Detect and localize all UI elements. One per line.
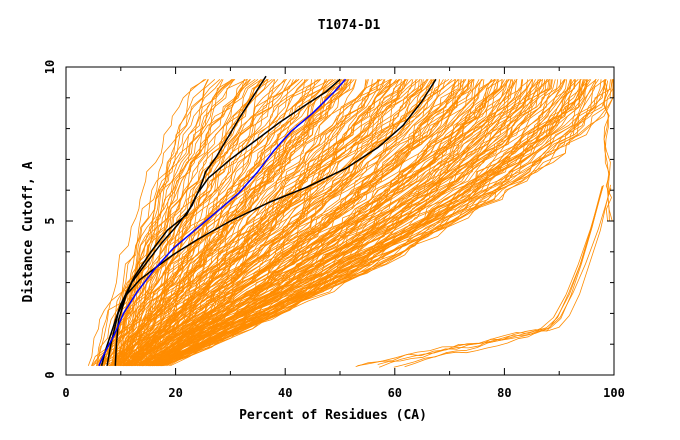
highlight-curve-black: [100, 78, 341, 366]
model-curve: [96, 79, 209, 366]
model-curve: [159, 79, 614, 367]
model-curve: [157, 78, 597, 367]
model-curve: [116, 79, 321, 366]
model-curve: [135, 79, 422, 366]
model-curve: [135, 79, 474, 367]
model-curve: [162, 79, 606, 367]
model-curve: [158, 79, 613, 367]
y-axis-label: Distance Cutoff, A: [21, 161, 36, 302]
model-curve: [156, 79, 579, 367]
model-curve: [156, 79, 614, 367]
model-curve: [98, 79, 279, 367]
x-tick-label: 20: [168, 386, 182, 400]
model-curve: [95, 79, 251, 367]
y-tick-label: 10: [43, 60, 57, 74]
model-curve: [153, 79, 607, 367]
model-curve: [114, 79, 262, 366]
model-curve: [117, 78, 300, 366]
model-curve: [135, 79, 446, 366]
model-curve: [123, 79, 424, 367]
model-curve: [112, 79, 341, 367]
model-curve: [114, 78, 336, 367]
model-curve: [96, 78, 262, 366]
y-tick-label: 5: [43, 217, 57, 224]
model-curve: [134, 79, 453, 366]
model-curve: [128, 79, 357, 367]
model-curve: [148, 79, 582, 367]
model-curve: [129, 78, 503, 367]
model-curve: [87, 78, 205, 366]
model-curve: [91, 79, 251, 366]
model-curve: [149, 78, 531, 367]
model-curve: [129, 79, 417, 367]
model-curve: [160, 79, 611, 367]
highlight-curve-black: [114, 78, 437, 366]
model-curve: [393, 185, 603, 368]
background-curves: [87, 78, 614, 368]
chart-title: T1074-D1: [318, 18, 381, 33]
x-tick-label: 60: [388, 386, 402, 400]
model-curve: [125, 79, 380, 367]
x-tick-label: 40: [278, 386, 292, 400]
axis-ticks: 0 20 40 60 80 100 0 5 10: [43, 60, 625, 400]
x-tick-label: 0: [62, 386, 69, 400]
model-curve: [110, 79, 294, 366]
model-curve: [102, 79, 287, 366]
model-curve: [147, 79, 510, 367]
model-curve: [142, 79, 510, 367]
model-curve: [151, 79, 584, 367]
model-curve: [101, 79, 235, 367]
x-tick-label: 100: [603, 386, 625, 400]
x-axis-label: Percent of Residues (CA): [239, 408, 427, 423]
model-curve: [355, 186, 604, 367]
model-curve: [127, 79, 475, 367]
model-curve: [158, 79, 551, 367]
y-tick-label: 0: [43, 371, 57, 378]
model-curve: [127, 79, 429, 367]
model-curve: [142, 79, 492, 367]
model-curve: [133, 79, 470, 367]
model-curve: [131, 78, 418, 366]
model-curve: [404, 184, 611, 368]
model-curve: [145, 79, 505, 367]
model-curve: [603, 80, 610, 222]
model-curve: [96, 78, 236, 366]
model-curve: [129, 79, 352, 367]
highlight-curve-blue: [98, 78, 347, 367]
highlight-curves: [98, 75, 437, 367]
model-curve: [120, 79, 349, 366]
model-curve: [115, 79, 373, 367]
model-curve: [93, 78, 268, 366]
model-curve: [129, 79, 459, 367]
x-tick-label: 80: [497, 386, 511, 400]
model-curve: [379, 186, 603, 368]
model-curve: [91, 79, 224, 367]
model-curve: [115, 79, 350, 367]
model-curve: [134, 79, 435, 367]
